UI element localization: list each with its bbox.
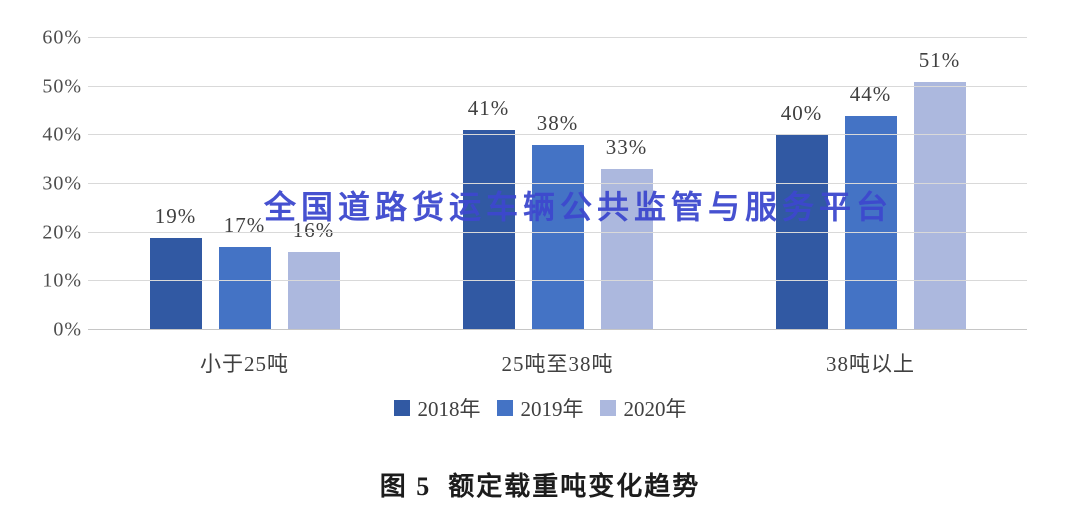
figure-caption: 图 5 额定载重吨变化趋势: [379, 472, 701, 501]
gridline: [88, 85, 1027, 87]
watermark-text: 全国道路货运车辆公共监管与服务平台: [264, 189, 894, 225]
bar-group: 19% 17% 16%: [88, 38, 401, 330]
x-axis: 小于25吨 25吨至38吨 38吨以上: [88, 348, 1027, 378]
legend-label: 2018年: [417, 397, 481, 421]
legend-item-2020年: 2020年: [599, 393, 687, 423]
bar-value-label: 51%: [918, 47, 961, 72]
bar-2020年-小于25吨: 16%: [287, 218, 340, 330]
y-tick-label: 10%: [42, 269, 82, 292]
legend-swatch-icon: [496, 400, 513, 416]
bar-value-label: 33%: [605, 135, 648, 160]
gridline: [88, 134, 1027, 136]
y-tick-label: 0%: [53, 318, 82, 341]
y-tick-label: 40%: [42, 123, 82, 146]
bar-2019年-38吨以上: 44%: [844, 82, 897, 330]
legend-item-2018年: 2018年: [393, 393, 481, 423]
bar-value-label: 38%: [536, 111, 579, 136]
bar-2019年-小于25吨: 17%: [218, 213, 271, 330]
bar-value-label: 16%: [292, 218, 335, 243]
bar-value-label: 17%: [223, 213, 266, 238]
x-axis-label: 25吨至38吨: [501, 352, 614, 376]
bar-value-label: 41%: [467, 96, 510, 121]
x-axis-label: 38吨以上: [826, 352, 915, 376]
legend: 2018年 2019年 2020年: [0, 393, 1080, 423]
bar-value-label: 40%: [780, 101, 823, 126]
legend-item-2019年: 2019年: [496, 393, 584, 423]
bar-2020年-38吨以上: 51%: [913, 48, 966, 330]
bar-2018年-25吨至38吨: 41%: [462, 96, 515, 330]
legend-label: 2020年: [623, 397, 687, 421]
legend-label: 2019年: [520, 397, 584, 421]
bar-groups: 19% 17% 16% 41% 38% 33% 40% 44% 51%: [88, 38, 1027, 330]
gridline: [88, 329, 1027, 330]
bar-2019年-25吨至38吨: 38%: [531, 111, 584, 330]
y-tick-label: 20%: [42, 221, 82, 244]
legend-swatch-icon: [599, 400, 616, 416]
bar-2018年-小于25吨: 19%: [149, 204, 202, 330]
bar-value-label: 19%: [154, 203, 197, 228]
gridline: [88, 280, 1027, 282]
bar-2018年-38吨以上: 40%: [775, 101, 828, 330]
bar-group: 40% 44% 51%: [714, 38, 1027, 330]
y-tick-label: 30%: [42, 172, 82, 195]
y-tick-label: 60%: [42, 26, 82, 49]
gridline: [88, 183, 1027, 184]
legend-swatch-icon: [393, 400, 410, 416]
gridline: [88, 231, 1027, 233]
bar-group: 41% 38% 33%: [401, 38, 714, 330]
x-axis-label: 小于25吨: [200, 352, 289, 376]
y-tick-label: 50%: [42, 75, 82, 98]
gridline: [88, 37, 1027, 38]
plot-area: 19% 17% 16% 41% 38% 33% 40% 44% 51%: [88, 37, 1027, 330]
bar-2020年-25吨至38吨: 33%: [600, 135, 653, 330]
y-axis: 0% 10% 20% 30% 40% 50% 60%: [0, 27, 82, 341]
